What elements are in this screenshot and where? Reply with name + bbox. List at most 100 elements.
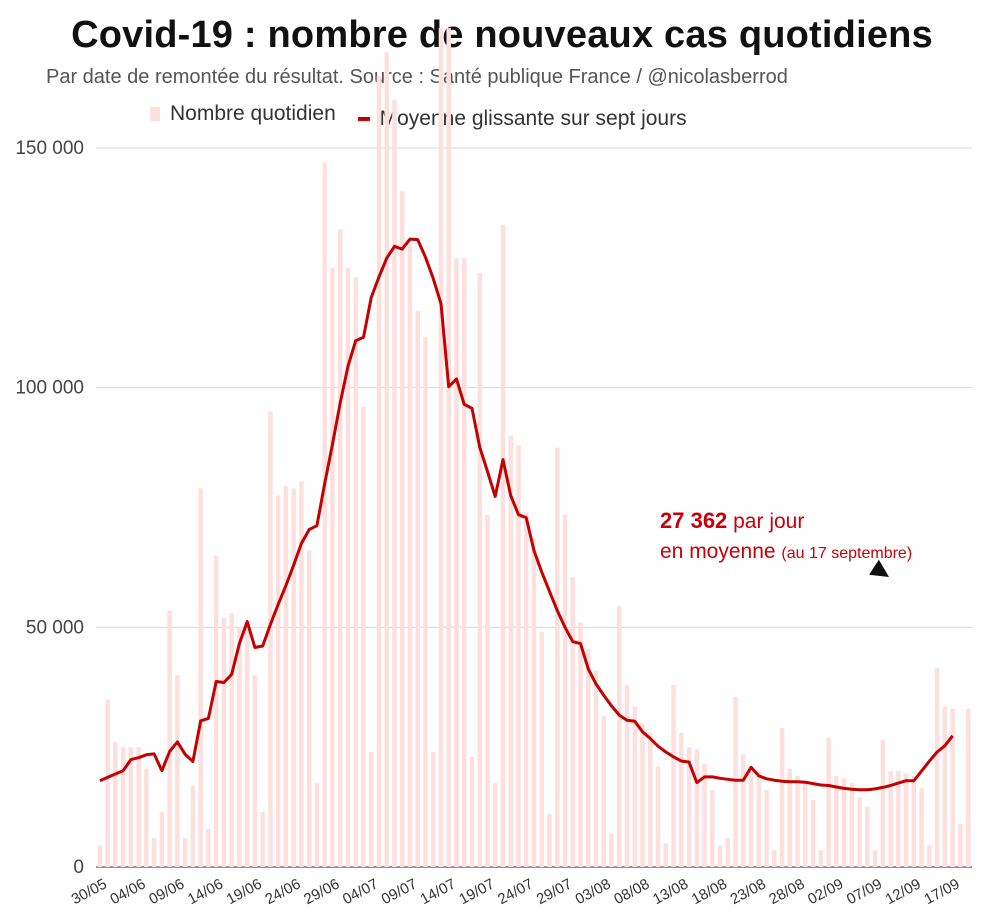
bar — [516, 445, 521, 867]
bar — [105, 699, 110, 867]
legend-label-bars: Nombre quotidien — [170, 102, 336, 125]
x-tick-label: 24/06 — [262, 876, 303, 909]
x-tick-label: 14/06 — [185, 876, 226, 909]
bar — [934, 668, 940, 867]
bar — [384, 52, 389, 867]
bar — [818, 850, 824, 867]
bar — [423, 337, 428, 867]
bar — [337, 229, 343, 867]
bar — [299, 481, 304, 867]
x-tick-label: 24/07 — [495, 876, 536, 909]
y-tick-label: 50 000 — [26, 617, 84, 638]
bar — [671, 684, 676, 867]
x-tick-label: 04/07 — [340, 876, 381, 909]
bar — [663, 843, 669, 867]
x-tick-label: 29/06 — [301, 876, 342, 909]
bar — [376, 76, 382, 867]
annotation-line-1: 27 362 par jour — [660, 506, 912, 537]
x-axis-labels: 30/0504/0609/0614/0619/0624/0629/0604/07… — [69, 876, 963, 909]
bar — [834, 775, 839, 867]
bar — [694, 749, 700, 867]
bar — [97, 845, 103, 867]
bar — [593, 670, 599, 867]
x-tick-label: 29/07 — [534, 876, 575, 909]
bar — [950, 708, 955, 867]
bar — [260, 811, 265, 867]
legend-label-line: Moyenne glissante sur sept jours — [379, 107, 687, 130]
bar — [679, 732, 684, 867]
bar — [175, 675, 180, 867]
bar — [733, 696, 738, 867]
bar — [958, 823, 963, 867]
bar — [353, 277, 358, 867]
bar — [190, 785, 196, 867]
chart-subtitle: Par date de remontée du résultat. Source… — [46, 66, 788, 88]
y-tick-label: 100 000 — [15, 378, 84, 399]
y-tick-label: 150 000 — [15, 138, 84, 159]
bar — [407, 243, 413, 867]
bar — [919, 787, 924, 867]
bar — [322, 162, 327, 867]
x-tick-label: 07/09 — [844, 876, 885, 909]
bar — [198, 488, 203, 867]
x-tick-label: 18/08 — [689, 876, 730, 909]
bar — [136, 747, 141, 867]
bar — [756, 771, 762, 867]
x-tick-label: 12/09 — [883, 876, 924, 909]
bar — [640, 723, 645, 867]
annotation-per-day: par jour — [727, 510, 805, 533]
bar — [492, 783, 498, 867]
bar — [779, 727, 785, 867]
bar — [748, 771, 754, 867]
bar — [306, 550, 312, 867]
bar — [865, 807, 870, 867]
bar — [601, 716, 607, 867]
bar — [430, 751, 436, 867]
bar — [151, 838, 157, 867]
bar — [244, 627, 250, 867]
bar — [469, 756, 475, 867]
bar — [547, 814, 552, 867]
bar — [128, 747, 134, 867]
bar — [438, 28, 444, 867]
bar — [120, 747, 126, 867]
bar — [477, 272, 482, 867]
bar — [144, 768, 149, 867]
bar — [314, 783, 320, 867]
annotation-value: 27 362 — [660, 508, 728, 533]
bar — [872, 850, 878, 867]
x-tick-label: 02/09 — [805, 876, 846, 909]
legend-item-bars: Nombre quotidien — [150, 102, 336, 126]
bar — [903, 773, 909, 867]
bar — [803, 780, 808, 867]
x-tick-label: 09/06 — [146, 876, 187, 909]
x-tick-label: 19/06 — [224, 876, 265, 909]
bar — [570, 577, 576, 867]
bar — [741, 754, 746, 867]
bar — [182, 838, 188, 867]
x-tick-label: 04/06 — [107, 876, 148, 909]
bar — [725, 838, 731, 867]
bar — [283, 485, 289, 867]
y-axis-labels: 0 50 000 100 000 150 000 — [15, 138, 84, 878]
bar — [368, 751, 374, 867]
bar — [609, 833, 614, 867]
annotation-line-2: en moyenne (au 17 septembre) — [660, 537, 912, 569]
bar — [361, 406, 366, 867]
bar — [539, 632, 545, 867]
bar — [291, 488, 296, 867]
average-line — [99, 237, 954, 792]
bar — [461, 258, 467, 867]
bar — [710, 790, 715, 867]
x-tick-label: 19/07 — [456, 876, 497, 909]
bar — [415, 310, 420, 867]
bar — [927, 845, 932, 867]
bar — [446, 28, 451, 867]
bars-group — [97, 28, 971, 867]
bar — [206, 828, 211, 867]
bar — [702, 763, 707, 867]
annotation: 27 362 par jour en moyenne (au 17 septem… — [660, 506, 912, 569]
bar — [841, 778, 847, 867]
bar — [965, 708, 971, 867]
